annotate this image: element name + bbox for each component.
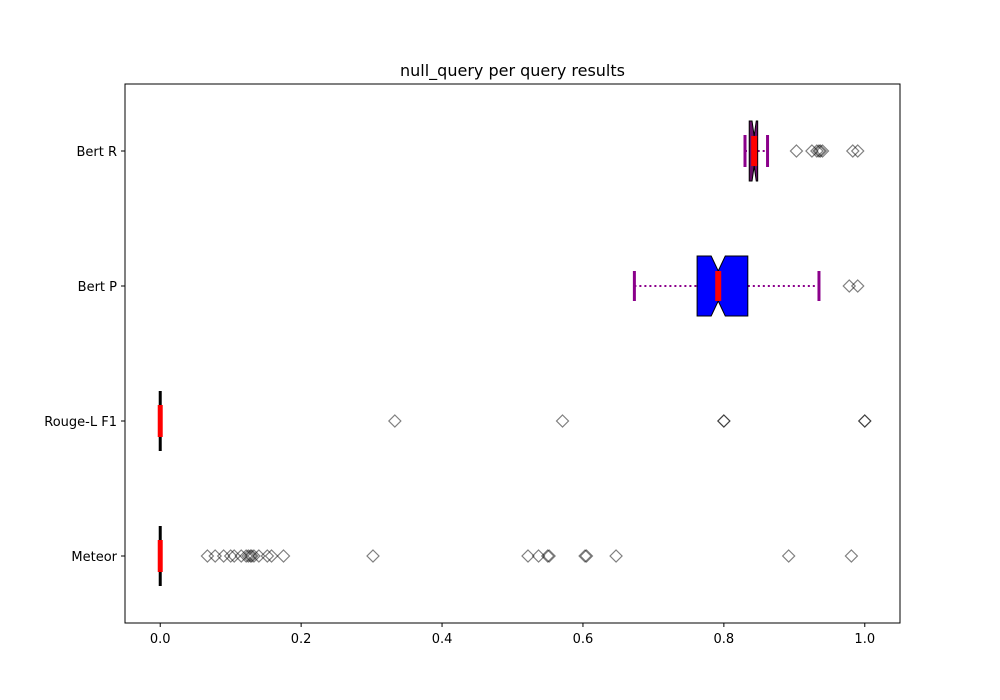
flier-point	[813, 144, 828, 158]
x-tick-label: 1.0	[854, 632, 875, 647]
box	[696, 255, 749, 317]
x-tick-label: 0.0	[150, 632, 171, 647]
flier-point	[717, 414, 731, 428]
flier-point	[844, 549, 859, 563]
y-tick-label: Rouge-L F1	[44, 415, 117, 430]
y-tick-label: Meteor	[71, 550, 117, 565]
flier-point	[812, 144, 826, 158]
y-tick-label: Bert R	[76, 145, 117, 160]
flier-point	[241, 549, 256, 563]
flier-point	[845, 144, 860, 158]
flier-point	[216, 549, 231, 563]
flier-point	[850, 279, 865, 293]
flier-point	[540, 549, 555, 563]
x-tick-label: 0.4	[432, 632, 453, 647]
flier-point	[200, 549, 215, 563]
flier-point	[260, 549, 275, 563]
flier-point	[387, 414, 402, 428]
flier-point	[542, 549, 556, 563]
chart-marks	[157, 120, 872, 586]
flier-point	[857, 414, 872, 428]
x-axis: 0.0 0.2 0.4 0.6 0.8 1.0	[150, 623, 875, 647]
flier-point	[531, 549, 546, 563]
y-axis: Meteor Rouge-L F1 Bert P Bert R	[44, 145, 125, 565]
flier-point	[717, 414, 731, 428]
box-group-meteor	[157, 526, 859, 586]
flier-point	[227, 549, 242, 563]
box-group-bert-p	[632, 255, 865, 317]
flier-point	[781, 549, 796, 563]
x-tick-label: 0.6	[573, 632, 594, 647]
flier-point	[815, 144, 830, 158]
flier-point	[244, 549, 259, 563]
box-group-bert-r	[743, 120, 865, 182]
flier-point	[842, 279, 857, 293]
flier-point	[264, 549, 279, 563]
flier-point	[234, 549, 249, 563]
flier-point	[850, 144, 865, 158]
plot-frame	[124, 83, 901, 624]
flier-point	[857, 414, 872, 428]
flier-point	[578, 549, 592, 563]
flier-point	[810, 144, 824, 158]
chart-title: null_query per query results	[400, 61, 625, 81]
x-tick-label: 0.2	[291, 632, 312, 647]
flier-point	[366, 549, 380, 563]
flier-point	[789, 144, 804, 158]
flier-point	[579, 549, 594, 563]
y-tick-label: Bert P	[78, 280, 117, 295]
flier-point	[223, 549, 238, 563]
flier-point	[276, 549, 291, 563]
flier-point	[555, 414, 570, 428]
flier-point	[247, 549, 261, 563]
flier-point	[208, 549, 223, 563]
flier-point	[609, 549, 623, 563]
x-tick-label: 0.8	[714, 632, 735, 647]
box-group-rouge-l-f1	[157, 391, 872, 451]
flier-point	[521, 549, 535, 563]
